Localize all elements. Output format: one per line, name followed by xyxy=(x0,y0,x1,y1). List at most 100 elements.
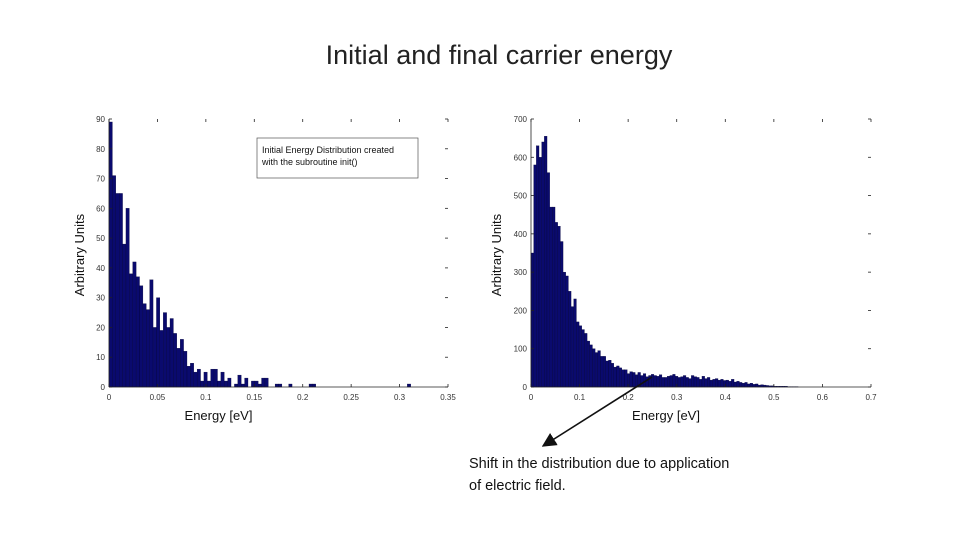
y-tick-label: 20 xyxy=(96,323,105,332)
x-tick-label: 0.6 xyxy=(817,393,829,402)
histogram-bar xyxy=(544,136,548,388)
histogram-bar xyxy=(693,376,697,388)
histogram-bar xyxy=(744,382,748,388)
y-tick-label: 10 xyxy=(96,353,105,362)
histogram-bar xyxy=(244,377,249,388)
histogram-bar xyxy=(635,374,639,388)
histogram-bar xyxy=(237,374,242,388)
legend-text: Initial Energy Distribution created with … xyxy=(261,145,394,167)
histogram-bar xyxy=(108,121,113,388)
histogram-bar xyxy=(688,378,692,388)
histogram-bar xyxy=(552,206,556,388)
histogram-bar xyxy=(640,375,644,388)
histogram-bar xyxy=(135,276,140,388)
histogram-bar xyxy=(600,356,604,388)
y-tick-label: 50 xyxy=(96,234,105,243)
histogram-bar xyxy=(669,375,673,388)
histogram-bar xyxy=(715,378,719,388)
histogram-bar xyxy=(541,141,545,388)
histogram-bar xyxy=(129,273,133,388)
x-axis-label: Energy [eV] xyxy=(185,408,253,423)
final-distribution-chart: 0 0.1 0.2 0.3 0.4 0.5 0.6 0.7 0 100 200 300 400 500 60… xyxy=(489,115,877,423)
histogram-bar xyxy=(592,348,596,388)
histogram-bar xyxy=(755,383,759,388)
histogram-bar xyxy=(629,371,633,388)
histogram-bar xyxy=(616,365,620,388)
histogram-bar xyxy=(115,193,120,388)
histogram-bar xyxy=(672,374,676,388)
histogram-bar xyxy=(536,145,540,388)
histogram-bar xyxy=(677,377,681,388)
x-tick-label: 0.5 xyxy=(768,393,780,402)
y-tick-label: 600 xyxy=(514,153,528,162)
y-tick-label: 200 xyxy=(514,306,528,315)
histogram-bar xyxy=(132,261,137,388)
histogram-bar xyxy=(661,377,665,388)
histogram-bar xyxy=(656,376,660,388)
histogram-bar xyxy=(166,327,171,388)
histogram-bar xyxy=(701,376,705,388)
y-tick-label: 0 xyxy=(523,383,528,392)
histogram-bar xyxy=(717,379,721,388)
y-tick-label: 30 xyxy=(96,294,105,303)
histogram-bar xyxy=(183,351,188,388)
histogram-bar xyxy=(180,339,184,388)
histogram-bar xyxy=(562,271,566,388)
histogram-bar xyxy=(568,291,572,388)
x-tick-label: 0.3 xyxy=(671,393,683,402)
histogram-bar xyxy=(407,383,411,388)
histogram-bar xyxy=(227,377,232,388)
histogram-bar xyxy=(632,372,636,388)
y-tick-label: 0 xyxy=(101,383,106,392)
histogram-bar xyxy=(200,380,205,388)
histogram-bar xyxy=(739,382,743,388)
histogram-bar xyxy=(704,378,708,388)
histogram-bar xyxy=(308,383,313,388)
y-tick-label: 100 xyxy=(514,345,528,354)
histogram-bar xyxy=(619,367,622,388)
y-tick-label: 40 xyxy=(96,264,105,273)
histogram-bar xyxy=(621,369,625,388)
histogram-bar xyxy=(261,377,266,388)
y-tick-label: 700 xyxy=(514,115,528,124)
y-tick-label: 300 xyxy=(514,268,528,277)
histogram-bar xyxy=(597,350,601,388)
histogram-bar xyxy=(624,369,628,388)
histogram-bar xyxy=(274,383,279,388)
x-tick-label: 0.15 xyxy=(246,393,262,402)
y-tick-label: 70 xyxy=(96,175,105,184)
x-tick-label: 0.05 xyxy=(150,393,166,402)
histogram-bar xyxy=(584,333,588,388)
histogram-bar xyxy=(224,380,228,388)
histogram-bar xyxy=(653,375,657,388)
histogram-bar xyxy=(112,175,116,388)
histogram-bar xyxy=(720,379,724,388)
histogram-bar xyxy=(741,383,745,388)
histogram-bar xyxy=(691,375,695,388)
histogram-bar xyxy=(578,325,582,388)
y-tick-label: 90 xyxy=(96,115,105,124)
histogram-bar xyxy=(733,381,737,388)
histogram-bar xyxy=(193,371,198,388)
histogram-bar xyxy=(210,368,215,388)
histogram-bar xyxy=(258,383,262,388)
x-axis-label: Energy [eV] xyxy=(632,408,700,423)
histogram-bar xyxy=(554,222,558,388)
histogram-bar xyxy=(173,333,177,388)
histogram-bar xyxy=(557,226,561,388)
histogram-bar xyxy=(142,303,147,388)
histogram-bar xyxy=(707,377,711,388)
histogram-bar xyxy=(696,377,700,388)
histogram-bar xyxy=(667,376,671,388)
x-tick-label: 0.1 xyxy=(200,393,212,402)
histogram-bar xyxy=(159,330,164,388)
x-tick-label: 0.35 xyxy=(440,393,456,402)
histogram-bar xyxy=(712,379,716,388)
histogram-bar xyxy=(217,380,222,388)
histogram-bar xyxy=(152,327,157,388)
histogram-bar xyxy=(664,377,668,388)
histogram-bar xyxy=(709,379,713,388)
histogram-bar xyxy=(176,348,181,388)
histogram-bar xyxy=(699,379,703,388)
